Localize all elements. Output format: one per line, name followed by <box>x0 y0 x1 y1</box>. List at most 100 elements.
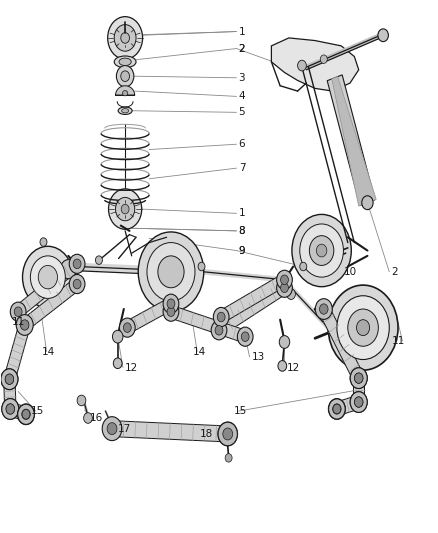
Text: 13: 13 <box>252 352 265 362</box>
Circle shape <box>22 246 73 308</box>
Text: 11: 11 <box>12 317 25 327</box>
Circle shape <box>114 25 136 51</box>
Text: 7: 7 <box>239 163 245 173</box>
Ellipse shape <box>114 56 136 68</box>
Circle shape <box>1 369 18 390</box>
Text: 15: 15 <box>31 406 45 416</box>
Circle shape <box>300 224 343 277</box>
Ellipse shape <box>118 107 132 115</box>
Text: 12: 12 <box>125 362 138 373</box>
Circle shape <box>354 397 363 407</box>
Circle shape <box>315 298 332 319</box>
Polygon shape <box>319 305 364 382</box>
Circle shape <box>337 296 389 360</box>
Circle shape <box>18 404 34 424</box>
Circle shape <box>5 374 14 384</box>
Circle shape <box>237 327 253 346</box>
Text: 1: 1 <box>239 208 245 219</box>
Circle shape <box>218 422 237 446</box>
Circle shape <box>69 254 85 273</box>
Circle shape <box>316 244 327 257</box>
Circle shape <box>198 262 205 271</box>
Circle shape <box>73 279 81 289</box>
Circle shape <box>113 358 122 368</box>
Circle shape <box>225 454 232 462</box>
Circle shape <box>16 314 33 335</box>
Circle shape <box>163 302 179 321</box>
Text: 12: 12 <box>287 362 300 373</box>
Circle shape <box>281 275 288 285</box>
Circle shape <box>241 332 249 342</box>
Polygon shape <box>22 279 80 330</box>
Circle shape <box>218 422 237 446</box>
Polygon shape <box>4 379 16 409</box>
Circle shape <box>14 307 22 317</box>
Circle shape <box>107 423 117 434</box>
Ellipse shape <box>119 58 131 66</box>
Circle shape <box>11 302 26 321</box>
Circle shape <box>109 189 142 229</box>
Circle shape <box>350 368 367 389</box>
Text: 2: 2 <box>239 44 245 53</box>
Circle shape <box>320 304 328 314</box>
Circle shape <box>167 299 175 309</box>
Circle shape <box>277 270 292 289</box>
Circle shape <box>113 330 123 343</box>
Circle shape <box>38 265 57 289</box>
Text: 14: 14 <box>42 346 56 357</box>
Circle shape <box>328 399 345 419</box>
Polygon shape <box>9 402 28 421</box>
Text: 1: 1 <box>239 27 245 37</box>
Polygon shape <box>336 395 360 416</box>
Polygon shape <box>327 75 375 206</box>
Circle shape <box>354 373 363 383</box>
Circle shape <box>60 260 76 279</box>
Circle shape <box>102 417 122 441</box>
Circle shape <box>350 392 367 413</box>
Polygon shape <box>125 298 173 334</box>
Circle shape <box>278 361 287 371</box>
Circle shape <box>77 395 86 406</box>
Polygon shape <box>219 274 287 323</box>
Circle shape <box>354 397 363 407</box>
Circle shape <box>116 197 135 221</box>
Circle shape <box>348 309 378 346</box>
Circle shape <box>108 17 143 59</box>
Circle shape <box>163 294 179 313</box>
Circle shape <box>120 318 135 337</box>
Text: 9: 9 <box>239 246 245 255</box>
Circle shape <box>2 399 19 419</box>
Text: 14: 14 <box>193 346 206 357</box>
Circle shape <box>378 29 389 42</box>
Circle shape <box>40 238 47 246</box>
Circle shape <box>73 259 81 269</box>
Circle shape <box>124 323 131 333</box>
Polygon shape <box>332 77 376 206</box>
Circle shape <box>211 321 227 340</box>
Circle shape <box>21 320 29 330</box>
Circle shape <box>69 274 85 294</box>
Circle shape <box>297 60 306 71</box>
Polygon shape <box>216 282 287 336</box>
Text: 8: 8 <box>239 226 245 236</box>
Polygon shape <box>4 323 30 382</box>
Polygon shape <box>116 86 135 95</box>
Polygon shape <box>272 38 359 91</box>
Circle shape <box>22 409 30 419</box>
Circle shape <box>5 374 14 384</box>
Circle shape <box>121 71 130 82</box>
Circle shape <box>21 320 28 330</box>
Circle shape <box>333 404 341 414</box>
Circle shape <box>309 236 334 265</box>
Circle shape <box>350 392 367 413</box>
Circle shape <box>167 307 175 317</box>
Text: 5: 5 <box>239 107 245 117</box>
Circle shape <box>328 285 398 370</box>
Circle shape <box>332 404 341 414</box>
Circle shape <box>6 404 14 414</box>
Polygon shape <box>353 378 364 402</box>
Circle shape <box>121 33 130 43</box>
Text: 15: 15 <box>234 406 247 416</box>
Circle shape <box>17 316 32 335</box>
Circle shape <box>158 256 184 288</box>
